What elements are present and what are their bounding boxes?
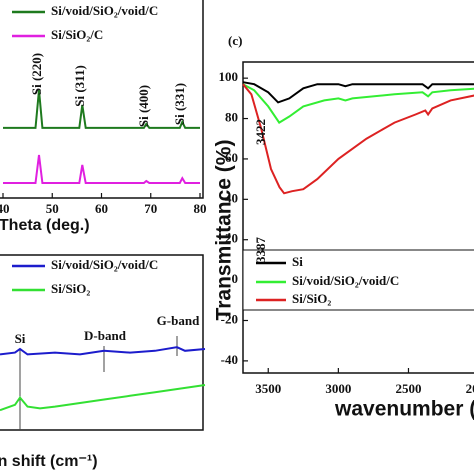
data-line	[242, 83, 474, 195]
x-tick-label: 50	[46, 201, 59, 216]
x-tick-label: 2500	[395, 381, 421, 396]
x-tick-label: 40	[0, 201, 10, 216]
panel-title: (c)	[228, 33, 242, 48]
x-axis-label: Raman shift (cm⁻¹)	[0, 453, 98, 470]
annotation: Si	[15, 331, 26, 346]
legend-label: Si/SiO₂	[292, 291, 331, 306]
legend-label: Si/void/SiO₂/void/C	[51, 3, 158, 18]
data-line	[0, 346, 206, 356]
y-axis-label: Transmittance (%)	[213, 140, 236, 321]
x-tick-label: 60	[95, 201, 108, 216]
annotation: 3387	[253, 237, 268, 264]
y-tick-label: 20	[225, 231, 238, 246]
data-line	[0, 384, 206, 412]
annotation: Si (311)	[72, 65, 87, 107]
y-tick-label: 40	[225, 190, 238, 205]
y-tick-label: 60	[225, 150, 238, 165]
legend-label: Si/void/SiO₂/void/C	[51, 257, 158, 272]
y-tick-label: -40	[221, 352, 238, 367]
x-axis-label: wavenumber (cm⁻¹)	[334, 398, 474, 421]
panel-c-frame	[242, 61, 474, 374]
annotation: 3422	[253, 119, 268, 145]
y-tick-label: 0	[232, 271, 239, 286]
x-tick-label: 70	[144, 201, 157, 216]
annotation: D-band	[84, 328, 127, 343]
annotation: Si (400)	[136, 85, 151, 127]
panel-b-frame	[0, 254, 204, 431]
annotation: G-band	[157, 313, 200, 328]
y-tick-label: 100	[219, 69, 239, 84]
annotation: Si (331)	[172, 83, 187, 125]
x-tick-label: 2000	[466, 381, 474, 396]
x-axis-label: 2Theta (deg.)	[0, 217, 90, 234]
data-line	[242, 83, 474, 124]
y-tick-label: 80	[225, 110, 238, 125]
legend-label: Si/void/SiO₂/void/C	[292, 273, 399, 288]
x-tick-label: 80	[194, 201, 207, 216]
data-line	[242, 81, 474, 104]
panel-a-frame	[0, 0, 204, 199]
data-line	[3, 154, 200, 184]
y-tick-label: -20	[221, 311, 238, 326]
x-tick-label: 3000	[325, 381, 351, 396]
legend-label: Si	[292, 254, 303, 269]
legend-label: Si/SiO₂	[51, 281, 90, 296]
x-tick-label: 3500	[255, 381, 281, 396]
annotation: Si (220)	[29, 53, 44, 95]
legend-label: Si/SiO₂/C	[51, 27, 103, 42]
data-line	[3, 90, 200, 129]
